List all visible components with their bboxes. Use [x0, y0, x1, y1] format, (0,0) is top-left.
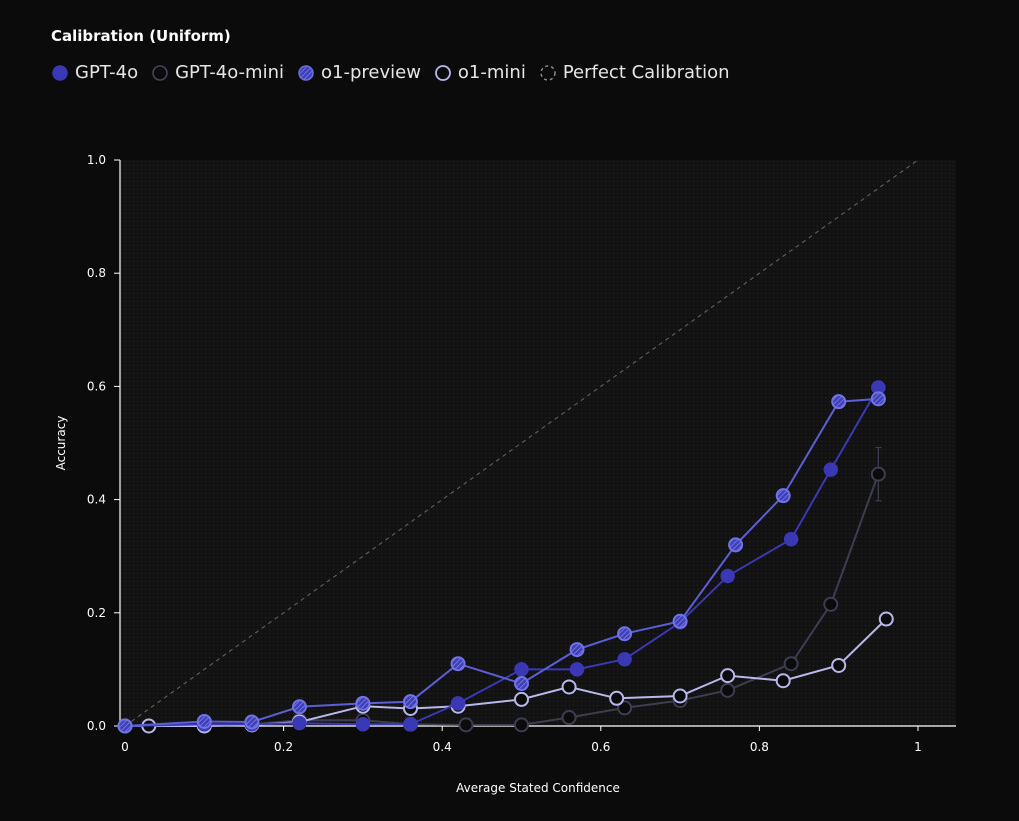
y-tick-label: 0.4 — [87, 493, 106, 507]
y-tick-label: 0.8 — [87, 266, 106, 280]
data-point — [672, 688, 688, 704]
data-point — [561, 710, 577, 726]
legend-label: GPT-4o-mini — [175, 62, 284, 83]
dashed-circle-icon — [540, 64, 556, 81]
series-line — [125, 618, 887, 727]
data-point — [617, 651, 632, 667]
data-point — [617, 700, 633, 716]
data-point — [878, 611, 894, 627]
data-point — [775, 488, 791, 504]
data-point — [291, 699, 307, 715]
data-point — [720, 682, 736, 698]
data-point — [783, 531, 799, 547]
x-tick-label: 0.6 — [591, 740, 610, 754]
x-tick-label: 1 — [914, 740, 922, 754]
legend: GPT-4o GPT-4o-mini o1-preview o1-mini — [52, 62, 744, 83]
data-point — [831, 394, 847, 410]
legend-label: Perfect Calibration — [562, 62, 730, 83]
data-point — [870, 466, 886, 482]
data-point — [831, 657, 847, 673]
data-point — [720, 568, 735, 584]
data-point — [450, 696, 466, 711]
y-tick-label: 1.0 — [87, 153, 106, 167]
legend-item-o1-mini[interactable]: o1-mini — [435, 62, 526, 83]
data-point — [403, 717, 418, 732]
data-point — [244, 714, 260, 730]
data-point — [561, 679, 577, 695]
data-point — [569, 662, 585, 677]
series-o1-preview — [117, 391, 886, 734]
data-point — [514, 691, 529, 707]
x-tick-label: 0 — [121, 740, 129, 754]
data-point — [870, 391, 886, 407]
data-point — [569, 642, 585, 658]
legend-item-perfect-calibration[interactable]: Perfect Calibration — [540, 62, 730, 83]
x-tick-label: 0.4 — [433, 740, 452, 754]
x-axis-title: Average Stated Confidence — [456, 781, 620, 795]
data-point — [514, 676, 529, 692]
perfect-calibration-line — [124, 159, 919, 727]
legend-label: o1-mini — [457, 62, 526, 83]
legend-item-gpt-4o[interactable]: GPT-4o — [52, 62, 138, 83]
data-point — [728, 537, 744, 553]
chart-title: Calibration (Uniform) — [51, 27, 231, 45]
plot-area — [120, 160, 956, 726]
legend-label: GPT-4o — [75, 62, 139, 83]
y-tick-label: 0.0 — [87, 719, 106, 733]
hatched-circle-icon — [298, 64, 314, 81]
x-tick-label: 0.8 — [750, 740, 769, 754]
data-point — [720, 668, 736, 684]
data-point — [196, 713, 212, 729]
data-point — [823, 596, 839, 612]
y-tick-label: 0.2 — [87, 606, 106, 620]
data-point — [292, 715, 307, 731]
y-axis-title: Accuracy — [54, 416, 68, 471]
x-tick-label: 0.2 — [274, 740, 293, 754]
data-point — [355, 695, 371, 711]
legend-item-gpt-4o-mini[interactable]: GPT-4o-mini — [152, 62, 284, 83]
hollow-circle-icon — [435, 64, 451, 81]
data-point — [514, 662, 529, 677]
data-point — [402, 694, 418, 710]
data-point — [458, 717, 474, 733]
filled-circle-icon — [52, 64, 68, 81]
data-point — [775, 673, 791, 689]
data-point — [117, 718, 133, 734]
data-point — [514, 717, 529, 733]
data-point — [609, 690, 625, 706]
hollow-circle-icon — [152, 64, 168, 81]
data-point — [823, 462, 839, 477]
data-point — [355, 717, 371, 732]
data-point — [672, 613, 688, 629]
legend-label: o1-preview — [321, 62, 421, 83]
y-tick-label: 0.6 — [87, 379, 106, 393]
data-point — [783, 656, 799, 672]
data-point — [617, 626, 633, 642]
data-point — [450, 656, 466, 672]
legend-item-o1-preview[interactable]: o1-preview — [298, 62, 421, 83]
